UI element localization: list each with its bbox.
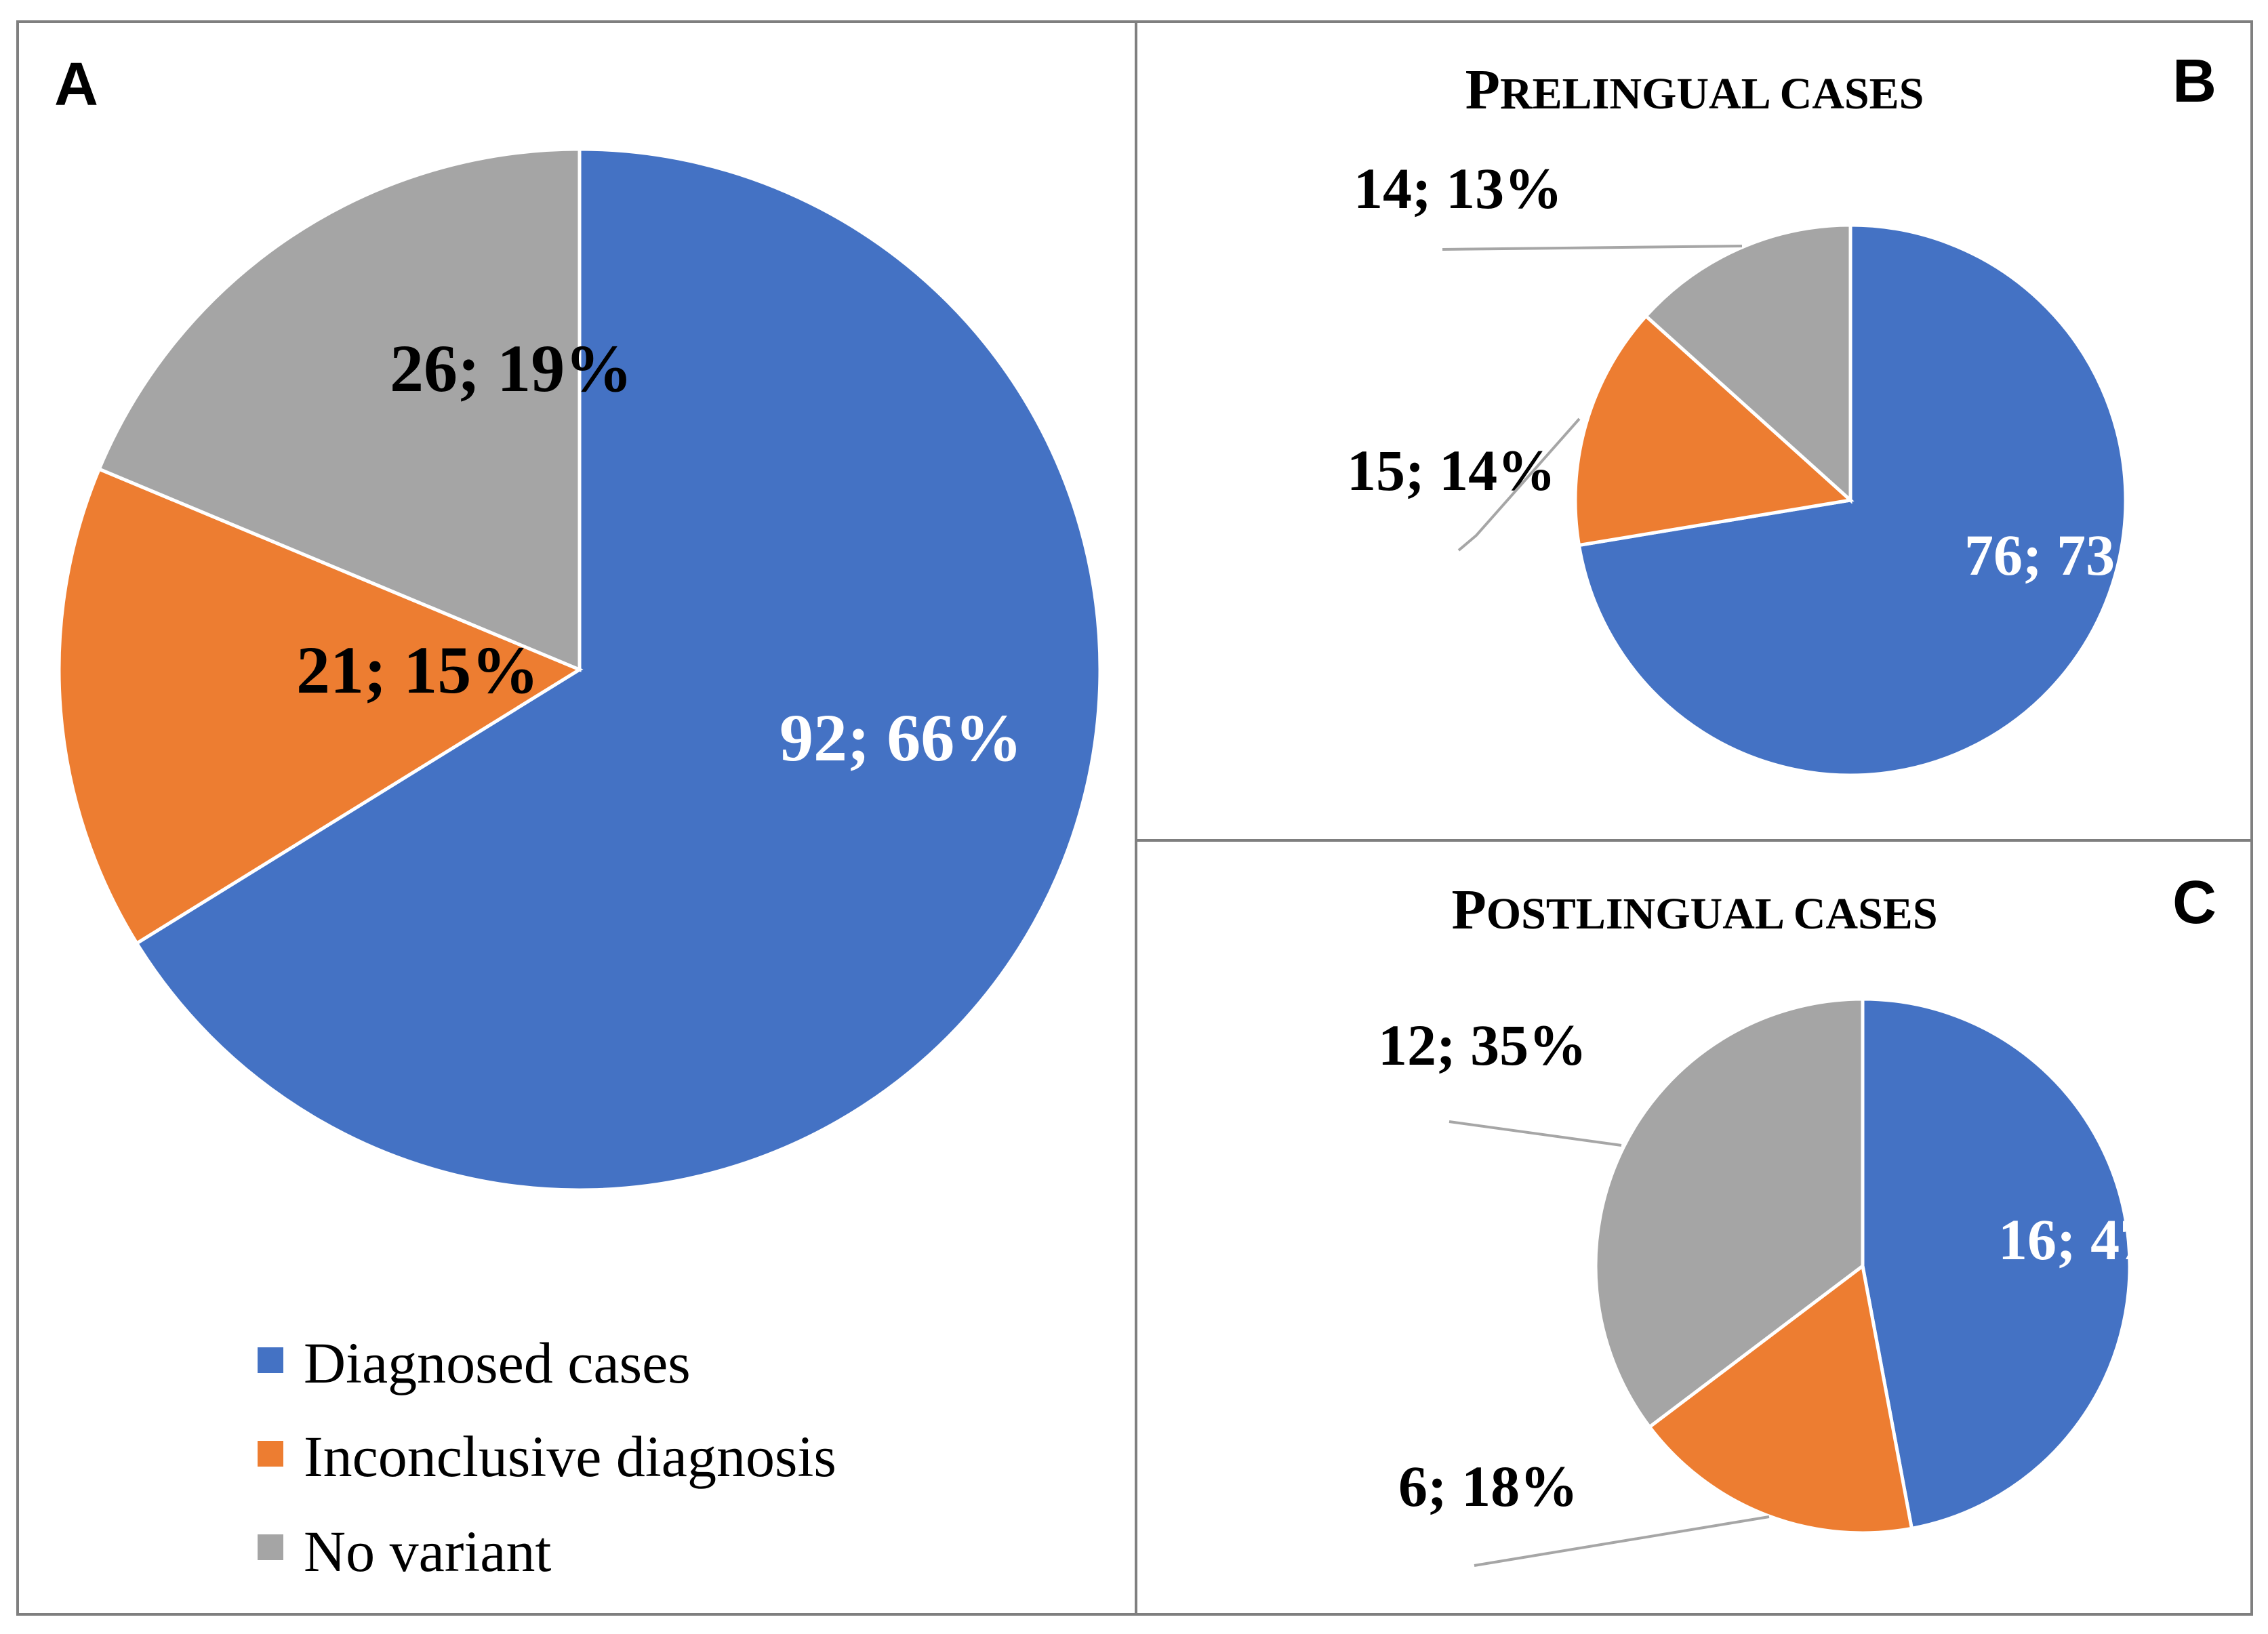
pie-chart-a: 92; 66% 21; 15% 26; 19% [57, 147, 1102, 1192]
leader-c-inconclusive [1474, 1515, 1770, 1567]
data-label-a-inconclusive: 21; 15% [296, 632, 539, 708]
legend-item-diagnosed: Diagnosed cases [258, 1330, 691, 1395]
pie-chart-b: 76; 73% 15; 14% 14; 13% [1347, 156, 2173, 777]
legend-label-diagnosed: Diagnosed cases [304, 1330, 691, 1395]
pie-chart-c: 16; 47% 6; 18% 12; 35% [1378, 997, 2207, 1535]
data-label-a-no-variant: 26; 19% [390, 331, 632, 406]
pie-slice-c-no-variant [1594, 997, 1865, 1429]
panel-c-title-rest: OSTLINGUAL [1486, 889, 1794, 939]
pie-slice-c-inconclusive [1647, 1263, 1914, 1535]
data-label-c-inconclusive: 6; 18% [1398, 1454, 1578, 1519]
data-label-b-no-variant: 14; 13% [1354, 156, 1562, 221]
leader-b-inconclusive [1457, 417, 1581, 552]
data-label-c-no-variant: 12; 35% [1378, 1013, 1587, 1078]
data-label-a-diagnosed: 92; 66% [779, 700, 1022, 775]
leader-b-no-variant [1442, 245, 1743, 251]
legend-swatch-inconclusive [258, 1441, 283, 1467]
leader-c-no-variant [1449, 1120, 1622, 1147]
pie-slice-b-inconclusive [1573, 313, 1855, 548]
pie-slice-a-no-variant [97, 147, 582, 672]
panel-c-title-rest2: CASES [1794, 889, 1938, 939]
panel-a-letter: A [54, 51, 98, 119]
panel-b-title: PRELINGUAL CASES [1465, 58, 1924, 121]
data-label-b-inconclusive: 15; 14% [1347, 438, 1556, 503]
pie-slice-c-diagnosed [1861, 997, 2132, 1531]
legend-label-no-variant: No variant [304, 1519, 551, 1584]
pie-slice-b-no-variant [1643, 223, 1852, 504]
data-label-b-diagnosed: 76; 73% [1964, 523, 2173, 588]
legend: Diagnosed cases Inconclusive diagnosis N… [258, 1330, 836, 1584]
legend-item-no-variant: No variant [258, 1519, 551, 1584]
panel-b-title-rest2: CASES [1780, 69, 1924, 119]
legend-swatch-no-variant [258, 1534, 283, 1560]
pie-slice-a-inconclusive [57, 466, 584, 946]
pie-slice-a-diagnosed [134, 147, 1102, 1192]
panel-c-title: POSTLINGUAL CASES [1451, 878, 1937, 941]
panel-b-title-cap: P [1465, 58, 1500, 121]
panel-b-title-rest: RELINGUAL [1500, 69, 1780, 119]
panel-b-letter: B [2172, 47, 2216, 115]
data-label-c-diagnosed: 16; 47% [1998, 1207, 2207, 1272]
panel-c-frame [1135, 839, 2253, 1616]
legend-item-inconclusive: Inconclusive diagnosis [258, 1424, 836, 1489]
panel-c-letter: C [2172, 869, 2216, 937]
legend-label-inconclusive: Inconclusive diagnosis [304, 1424, 836, 1489]
panel-c-title-cap: P [1451, 878, 1486, 941]
legend-swatch-diagnosed [258, 1347, 283, 1373]
